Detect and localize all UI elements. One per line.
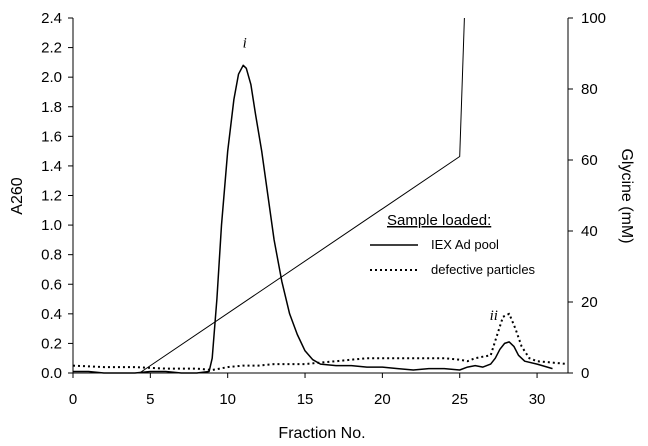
x-tick-label-4: 20 xyxy=(374,391,391,408)
y-tick-label-0: 0.0 xyxy=(41,365,62,382)
peak-label-i: i xyxy=(243,36,247,52)
x-tick-label-5: 25 xyxy=(451,391,468,408)
ticks-group: 0 5 10 15 20 25 30 0.0 0.2 0.4 0.6 0.8 1.0 1.2 1.4 1.6 1… xyxy=(41,10,606,408)
y2-tick-label-1: 20 xyxy=(581,294,598,311)
x-tick-label-2: 10 xyxy=(219,391,236,408)
x-tick-label-1: 5 xyxy=(146,391,154,408)
plot-area xyxy=(72,17,569,374)
y-tick-label-6: 1.2 xyxy=(41,188,62,205)
y-tick-label-5: 1.0 xyxy=(41,217,62,234)
legend-entry-1: IEX Ad pool xyxy=(431,237,499,252)
x-tick-label-6: 30 xyxy=(529,391,546,408)
y2-tick-label-4: 80 xyxy=(581,81,598,98)
y-tick-label-10: 2.0 xyxy=(41,69,62,86)
y-tick-label-9: 1.8 xyxy=(41,99,62,116)
y2-tick-label-0: 0 xyxy=(581,365,589,382)
x-axis-title: Fraction No. xyxy=(278,425,365,442)
y-tick-label-11: 2.2 xyxy=(41,40,62,57)
y2-axis-title: Glycine (mM) xyxy=(618,148,635,243)
series-line-0 xyxy=(73,64,553,374)
y-tick-label-2: 0.4 xyxy=(41,306,62,323)
y-tick-label-7: 1.4 xyxy=(41,158,62,175)
x-tick-label-3: 15 xyxy=(297,391,314,408)
legend-entry-2: defective particles xyxy=(431,262,536,277)
y2-tick-label-5: 100 xyxy=(581,10,606,27)
y-tick-label-12: 2.4 xyxy=(41,10,62,27)
y2-tick-label-3: 60 xyxy=(581,152,598,169)
legend: Sample loaded: IEX Ad pool defective par… xyxy=(370,212,536,277)
y2-tick-label-2: 40 xyxy=(581,223,598,240)
y-tick-label-3: 0.6 xyxy=(41,276,62,293)
legend-title: Sample loaded: xyxy=(387,212,491,229)
series-line-1 xyxy=(72,312,569,371)
series-line-2 xyxy=(73,17,465,374)
peak-label-ii: ii xyxy=(490,308,498,324)
y-tick-label-1: 0.2 xyxy=(41,335,62,352)
y-tick-label-8: 1.6 xyxy=(41,128,62,145)
y-axis-title: A260 xyxy=(9,177,26,214)
y-tick-label-4: 0.8 xyxy=(41,247,62,264)
x-tick-label-0: 0 xyxy=(69,391,77,408)
